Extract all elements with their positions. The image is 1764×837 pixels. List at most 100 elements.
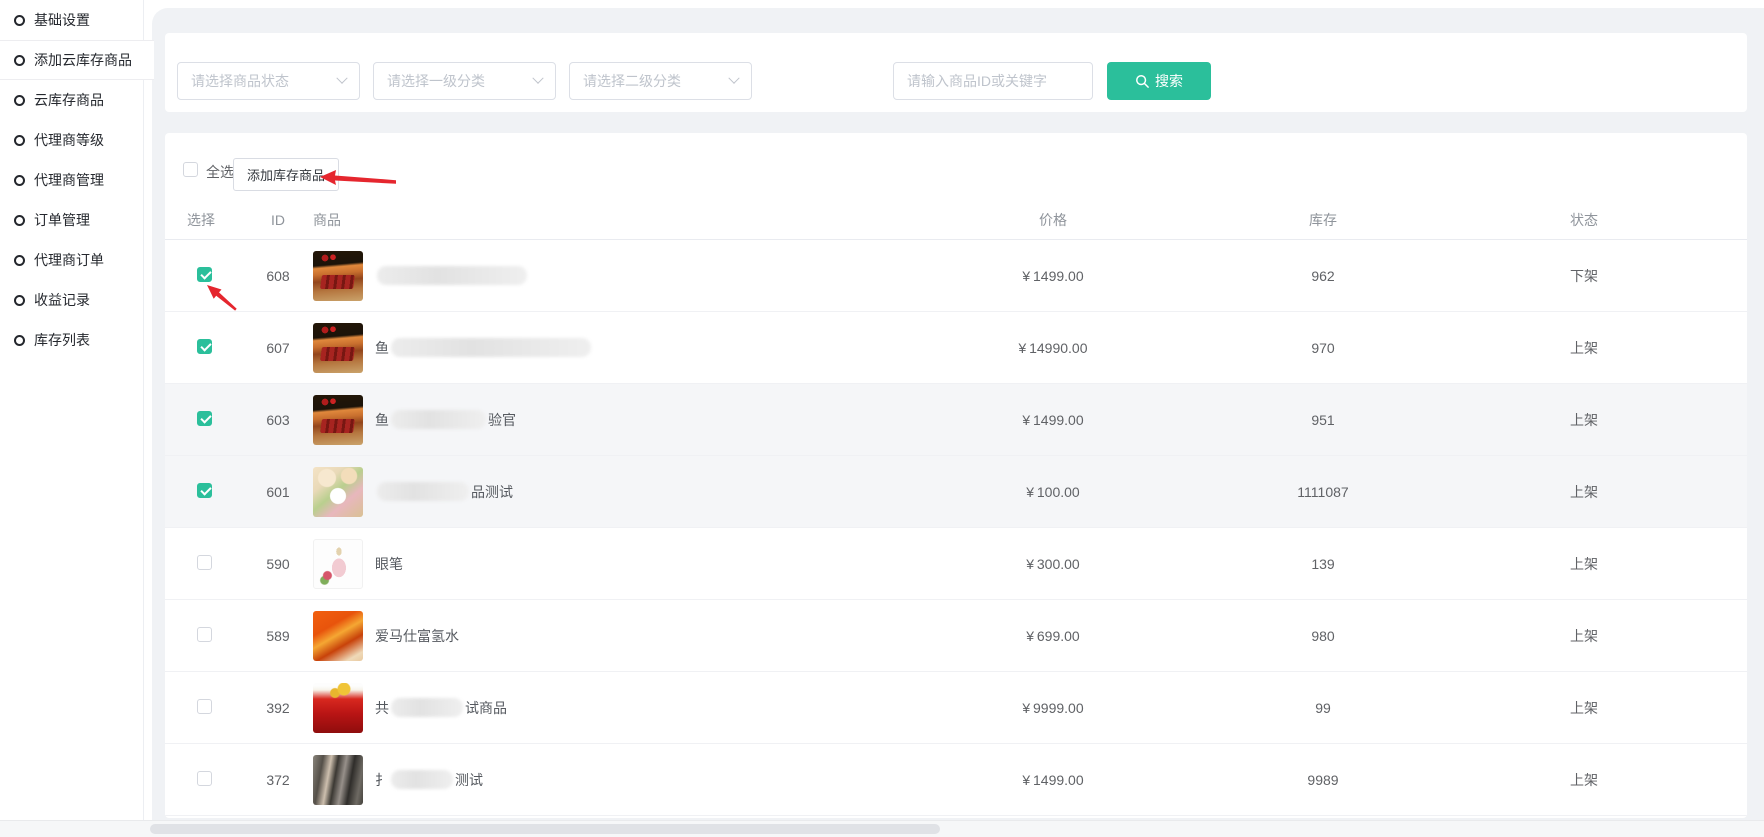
table-body: 608 ¥ 1499.00 962 下架 607 鱼 ¥ 14990.00: [165, 240, 1747, 816]
product-status: 上架: [1570, 627, 1598, 644]
product-id: 372: [266, 771, 290, 788]
product-status: 上架: [1570, 411, 1598, 428]
product-price: ¥ 300.00: [1026, 555, 1080, 572]
sidebar-item-9[interactable]: 库存列表: [0, 320, 143, 360]
product-name: 共 试商品: [375, 698, 507, 717]
filter-bar: 请选择商品状态 请选择一级分类 请选择二级分类 搜索: [165, 33, 1747, 112]
sidebar: 基础设置 添加云库存商品 云库存商品 代理商等级 代理商管理 订单管理 代理商订…: [0, 0, 154, 820]
row-checkbox[interactable]: [197, 626, 212, 642]
row-checkbox[interactable]: [197, 698, 212, 714]
product-price: ¥ 1499.00: [1022, 771, 1084, 788]
circle-outline-icon: [14, 94, 25, 106]
table-row: 608 ¥ 1499.00 962 下架: [165, 240, 1747, 312]
sidebar-item-1[interactable]: 基础设置: [0, 0, 143, 40]
horizontal-scrollbar-thumb[interactable]: [150, 824, 940, 834]
sidebar-item-6[interactable]: 订单管理: [0, 200, 143, 240]
sidebar-item-label: 订单管理: [34, 212, 90, 228]
circle-outline-icon: [14, 14, 25, 26]
sidebar-item-label: 代理商等级: [34, 132, 104, 148]
product-price: ¥ 699.00: [1026, 627, 1080, 644]
product-stock: 1111087: [1297, 483, 1349, 500]
product-table-card: 全选 添加库存商品 选择 ID 商品 价格 库存 状态 608 ¥ 1499.0…: [165, 133, 1747, 818]
sidebar-item-label: 基础设置: [34, 12, 90, 28]
column-header-status: 状态: [1570, 211, 1598, 228]
category-level1-select[interactable]: 请选择一级分类: [373, 62, 556, 100]
product-price: ¥ 1499.00: [1022, 411, 1084, 428]
redacted-name-blur: [377, 266, 527, 285]
category-level2-select[interactable]: 请选择二级分类: [569, 62, 752, 100]
column-header-stock: 库存: [1309, 211, 1337, 228]
product-image: [313, 538, 363, 589]
sidebar-item-7[interactable]: 代理商订单: [0, 240, 143, 280]
product-id: 608: [266, 267, 290, 284]
product-stock: 970: [1311, 339, 1335, 356]
product-status: 上架: [1570, 771, 1598, 788]
product-stock: 9989: [1307, 771, 1339, 788]
table-row: 392 共 试商品 ¥ 9999.00 99 上架: [165, 672, 1747, 744]
product-stock: 951: [1311, 411, 1335, 428]
search-icon: [1136, 75, 1149, 88]
row-checkbox[interactable]: [197, 770, 212, 786]
chevron-down-icon: [728, 72, 740, 84]
sidebar-item-label: 收益记录: [34, 292, 90, 308]
select-placeholder: 请选择二级分类: [583, 73, 681, 89]
product-name: 爱马仕富氢水: [375, 627, 459, 644]
add-stock-product-button[interactable]: 添加库存商品: [233, 158, 339, 191]
sidebar-item-3[interactable]: 云库存商品: [0, 80, 143, 120]
redacted-name-blur: [391, 770, 453, 789]
keyword-input[interactable]: [893, 62, 1093, 100]
product-status: 下架: [1570, 267, 1598, 284]
circle-outline-icon: [14, 174, 25, 186]
redacted-name-blur: [377, 482, 469, 501]
row-checkbox[interactable]: [197, 410, 212, 426]
horizontal-scrollbar-track: [0, 820, 1764, 837]
select-placeholder: 请选择商品状态: [191, 73, 289, 89]
column-header-select: 选择: [187, 211, 215, 228]
circle-outline-icon: [14, 134, 25, 146]
select-placeholder: 请选择一级分类: [387, 73, 485, 89]
table-row: 590 眼笔 ¥ 300.00 139 上架: [165, 528, 1747, 600]
redacted-name-blur: [391, 698, 463, 717]
circle-outline-icon: [14, 294, 25, 306]
row-checkbox[interactable]: [197, 554, 212, 570]
table-header: 选择 ID 商品 价格 库存 状态: [165, 200, 1747, 240]
product-price: ¥ 14990.00: [1018, 339, 1088, 356]
sidebar-menu: 基础设置 添加云库存商品 云库存商品 代理商等级 代理商管理 订单管理 代理商订…: [0, 0, 154, 360]
search-button[interactable]: 搜索: [1107, 62, 1211, 100]
product-image: [313, 394, 363, 445]
sidebar-item-4[interactable]: 代理商等级: [0, 120, 143, 160]
search-button-label: 搜索: [1155, 73, 1183, 89]
product-name: 扌 测试: [375, 770, 483, 789]
product-status: 上架: [1570, 555, 1598, 572]
product-image: [313, 322, 363, 373]
sidebar-item-2[interactable]: 添加云库存商品: [0, 40, 154, 80]
redacted-name-blur: [391, 338, 591, 357]
table-row: 603 鱼 验官 ¥ 1499.00 951 上架: [165, 384, 1747, 456]
product-name: 鱼 验官: [375, 410, 516, 429]
circle-outline-icon: [14, 334, 25, 346]
table-toolbar: 全选 添加库存商品: [165, 133, 1747, 200]
sidebar-item-label: 库存列表: [34, 332, 90, 348]
product-status: 上架: [1570, 339, 1598, 356]
sidebar-item-label: 云库存商品: [34, 92, 104, 108]
sidebar-item-8[interactable]: 收益记录: [0, 280, 143, 320]
column-header-price: 价格: [1039, 211, 1067, 228]
circle-outline-icon: [14, 254, 25, 266]
sidebar-item-5[interactable]: 代理商管理: [0, 160, 143, 200]
product-status-select[interactable]: 请选择商品状态: [177, 62, 360, 100]
circle-outline-icon: [14, 54, 25, 66]
select-all-checkbox[interactable]: [183, 162, 198, 177]
product-image: [313, 682, 363, 733]
product-status: 上架: [1570, 483, 1598, 500]
table-row: 589 爱马仕富氢水 ¥ 699.00 980 上架: [165, 600, 1747, 672]
product-image: [313, 610, 363, 661]
table-row: 601 品测试 ¥ 100.00 1111087 上架: [165, 456, 1747, 528]
row-checkbox[interactable]: [197, 266, 212, 282]
product-status: 上架: [1570, 699, 1598, 716]
chevron-down-icon: [336, 72, 348, 84]
row-checkbox[interactable]: [197, 482, 212, 498]
product-stock: 99: [1315, 699, 1331, 716]
row-checkbox[interactable]: [197, 338, 212, 354]
product-id: 601: [266, 483, 290, 500]
product-name: 眼笔: [375, 555, 403, 572]
